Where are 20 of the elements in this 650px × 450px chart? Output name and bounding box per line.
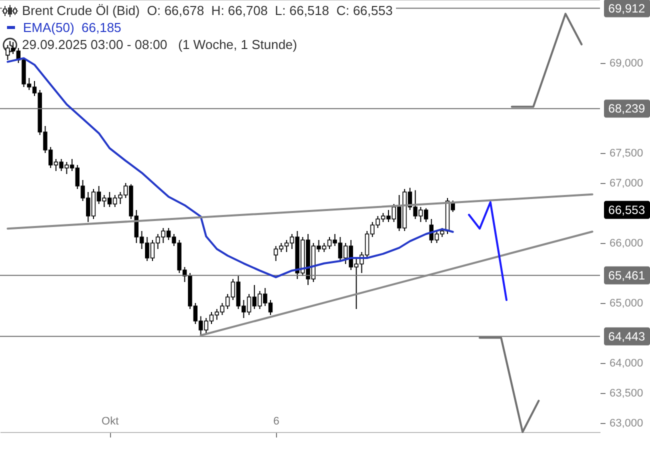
y-tick-label: 65,000	[610, 298, 644, 310]
y-tick-label: 67,000	[610, 178, 644, 190]
y-tick-label: 63,500	[610, 388, 644, 400]
text: 29.09.2025 03:00 - 08:00 (1 Woche, 1 Stunde)	[22, 36, 298, 53]
chart-title: Brent Crude Öl (Bid) O: 66,678 H: 66,708 L: 66,518 C: 66,553	[22, 2, 393, 19]
line-series	[468, 201, 508, 301]
y-tick-label: 69,000	[610, 58, 644, 70]
y-tick-label: 63,000	[610, 418, 644, 430]
ref-line-label: 69,912	[608, 1, 646, 16]
x-tick-label: Okt	[102, 416, 119, 428]
ref-line-label: 68,239	[608, 102, 646, 116]
text: 66,553	[608, 202, 646, 217]
ref-line-label: 64,443	[608, 329, 646, 344]
line-series	[6, 57, 454, 278]
y-tick-label: 64,000	[610, 358, 644, 370]
legend-label: EMA(50) 66,185	[23, 19, 122, 36]
ref-line-label: 65,461	[608, 268, 646, 282]
y-tick-label: 67,500	[610, 148, 644, 160]
y-tick-label: 66,000	[610, 238, 644, 250]
x-tick-label: 6	[273, 416, 280, 428]
